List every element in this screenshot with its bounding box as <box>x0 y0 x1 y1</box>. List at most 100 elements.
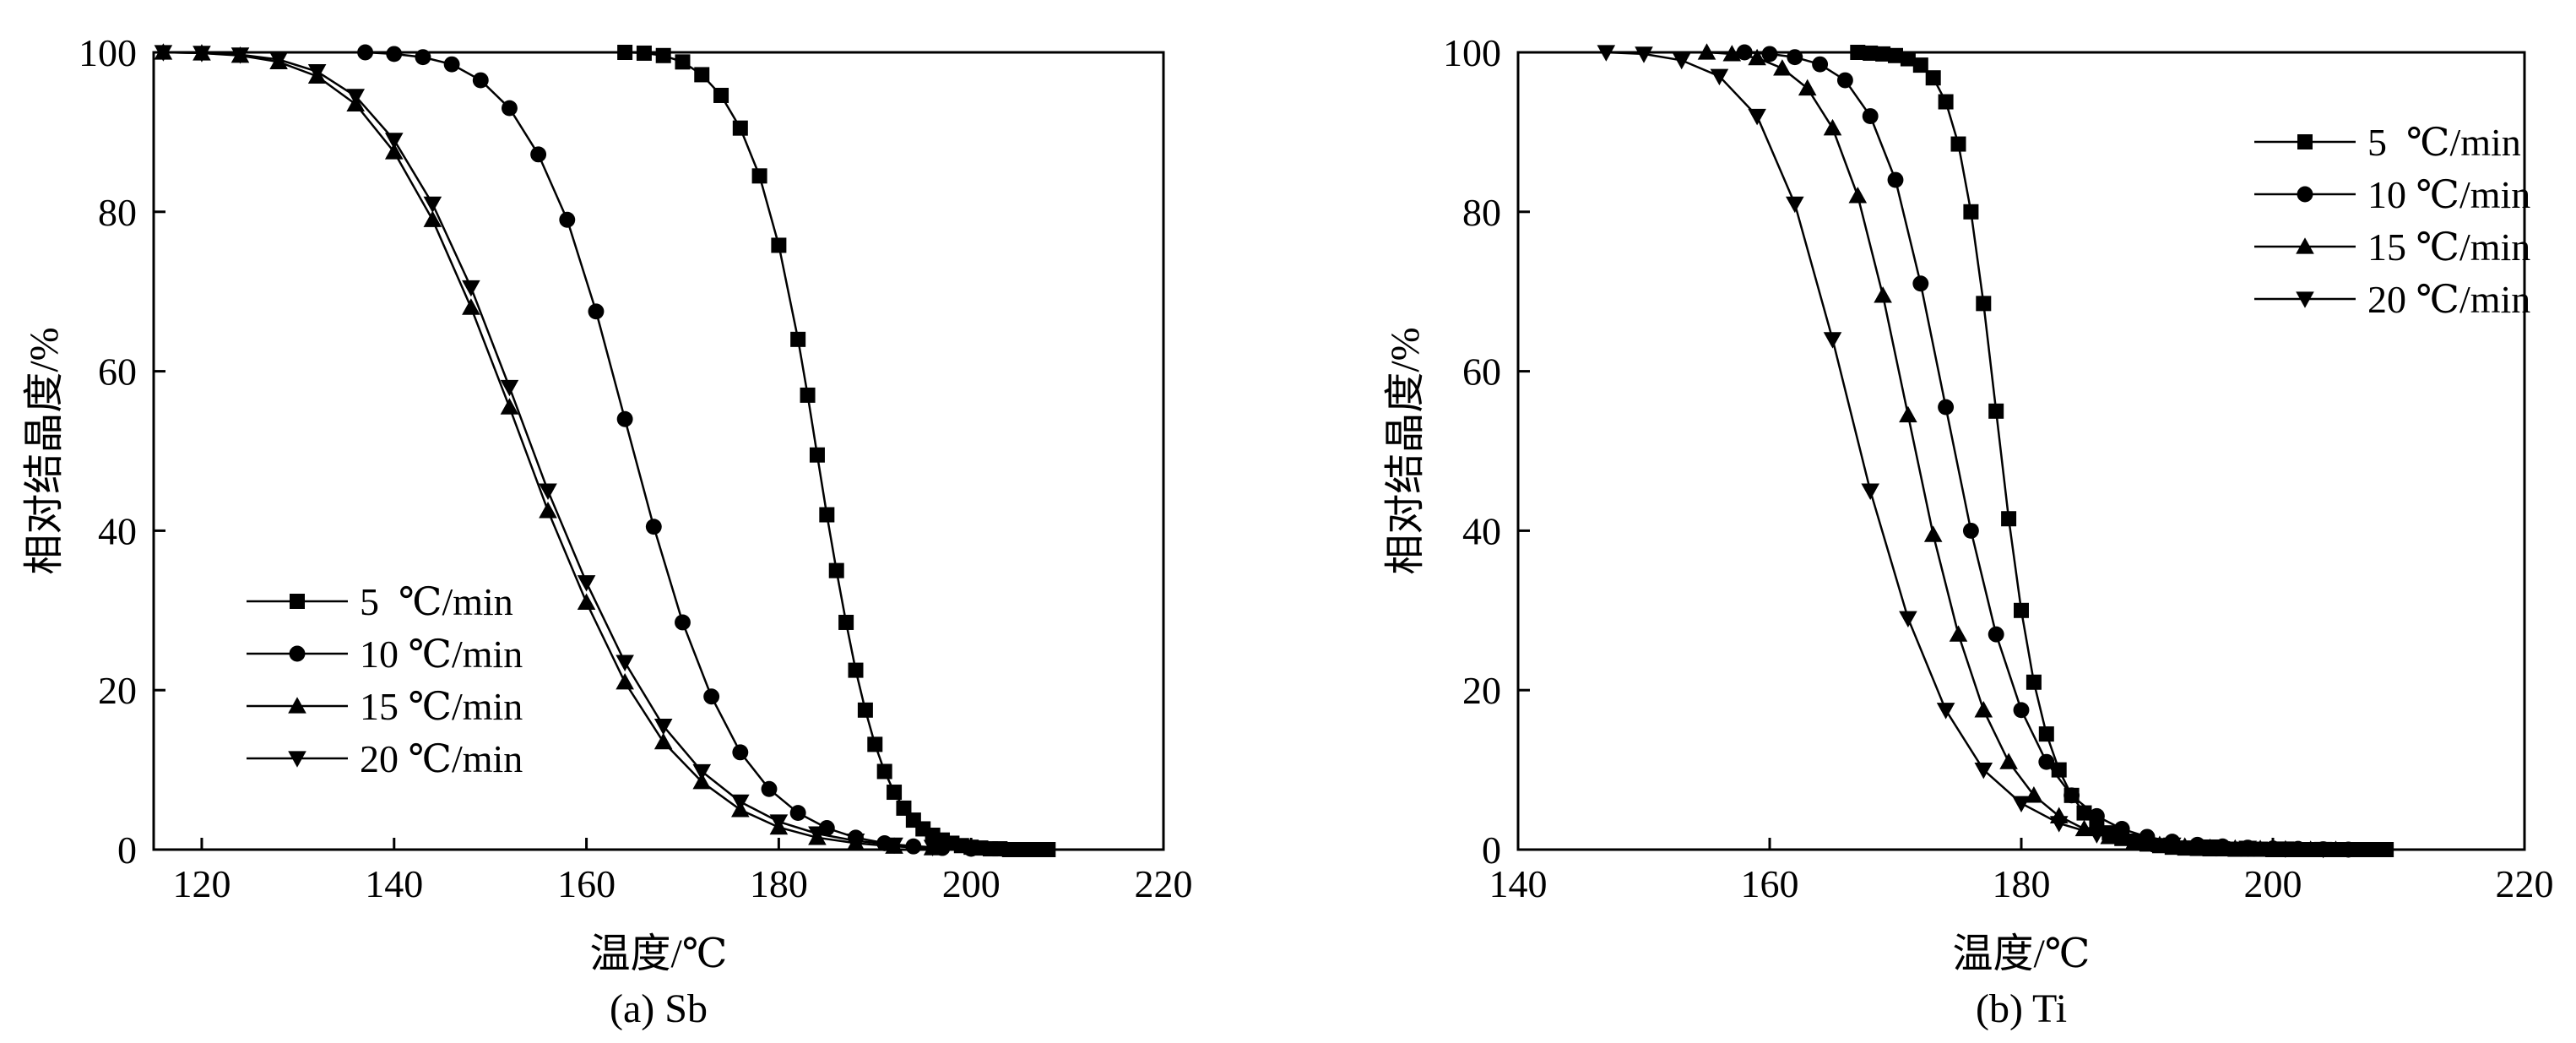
legend-marker <box>2297 134 2313 149</box>
y-tick-label: 100 <box>79 31 137 74</box>
data-point <box>732 120 748 136</box>
data-point <box>2353 842 2369 857</box>
x-tick-label: 220 <box>2496 862 2554 905</box>
data-point <box>857 702 873 718</box>
x-tick-label: 200 <box>2244 862 2302 905</box>
y-tick-label: 80 <box>98 191 137 234</box>
chart-panel-sb: 120 140 160 180 200 220 0 20 40 60 80 100 5 ℃/min 1… <box>22 31 1193 1031</box>
data-point <box>887 785 903 801</box>
panel-caption: (a) Sb <box>610 986 708 1031</box>
x-tick-label: 180 <box>1993 862 2051 905</box>
data-point <box>655 47 671 63</box>
data-point <box>1787 49 1803 66</box>
data-point <box>616 410 633 427</box>
data-point <box>423 196 442 214</box>
legend-label: 10 ℃/min <box>360 633 523 676</box>
data-point <box>2014 602 2029 618</box>
data-point <box>1823 332 1842 349</box>
data-point <box>1988 626 2004 643</box>
data-point <box>539 483 557 500</box>
data-point <box>1786 196 1804 214</box>
data-point <box>1812 56 1829 73</box>
data-point <box>1848 187 1868 204</box>
data-point <box>1899 611 1917 628</box>
data-point <box>2038 753 2055 770</box>
y-axis: 0 20 40 60 80 100 <box>79 31 165 872</box>
data-point <box>636 45 652 61</box>
data-point <box>1899 405 1917 423</box>
data-point <box>154 45 173 62</box>
data-point <box>2125 833 2144 850</box>
y-tick-label: 60 <box>98 350 137 394</box>
data-point <box>1912 57 1928 73</box>
data-point <box>1823 118 1842 136</box>
data-point <box>2326 840 2346 857</box>
data-point <box>761 780 778 797</box>
data-point <box>694 67 710 83</box>
data-point <box>423 210 442 227</box>
legend-label: 20 ℃/min <box>2367 278 2530 321</box>
data-point <box>1040 842 1056 857</box>
legend: 5 ℃/min 10 ℃/min 15 ℃/min 20 ℃/min <box>2254 121 2530 321</box>
data-point <box>386 46 403 62</box>
data-point <box>1963 204 1979 220</box>
data-point <box>1798 79 1817 96</box>
x-axis-label: 温度/℃ <box>589 932 727 976</box>
y-tick-label: 0 <box>1482 828 1501 872</box>
x-tick-label: 220 <box>1135 862 1193 905</box>
data-point <box>577 593 596 610</box>
data-point <box>1722 45 1742 62</box>
legend: 5 ℃/min 10 ℃/min 15 ℃/min 20 ℃/min <box>247 580 523 780</box>
panel-caption: (b) Ti <box>1976 986 2067 1031</box>
data-point <box>1863 45 1879 61</box>
data-point <box>539 502 557 519</box>
legend-marker <box>290 594 305 609</box>
legend-marker <box>288 697 306 714</box>
data-point <box>692 763 712 781</box>
data-point <box>2049 816 2069 833</box>
data-point <box>2340 841 2356 858</box>
data-point <box>808 826 827 843</box>
data-point <box>751 168 767 184</box>
data-point <box>1936 703 1955 720</box>
data-point <box>2026 674 2042 690</box>
data-point <box>2189 836 2206 853</box>
data-point <box>472 72 489 89</box>
x-tick-label: 180 <box>750 862 808 905</box>
data-point <box>588 303 605 320</box>
data-point <box>703 688 720 705</box>
data-point <box>790 331 806 347</box>
data-point <box>616 672 634 690</box>
series-group <box>154 43 1056 857</box>
legend-label: 5 ℃/min <box>2367 121 2521 164</box>
data-point <box>443 56 460 73</box>
data-point <box>1887 171 1904 188</box>
chart-panel-ti: 140 160 180 200 220 0 20 40 60 80 100 5 ℃/min 10 ℃… <box>1383 31 2554 1031</box>
data-point <box>307 64 327 81</box>
data-point <box>1861 483 1879 500</box>
data-point <box>2113 821 2130 837</box>
data-point <box>2064 787 2080 804</box>
legend-label: 5 ℃/min <box>360 580 513 623</box>
data-point <box>645 519 662 535</box>
data-point <box>230 47 250 64</box>
data-point <box>653 732 673 750</box>
legend-label: 15 ℃/min <box>360 685 523 728</box>
y-tick-label: 20 <box>1462 669 1501 712</box>
data-point <box>2038 726 2054 742</box>
data-point <box>1761 46 1778 62</box>
data-point <box>530 146 547 163</box>
x-axis: 140 160 180 200 220 <box>1489 838 2554 905</box>
data-point <box>876 763 892 780</box>
x-tick-label: 160 <box>557 862 616 905</box>
data-point <box>713 87 729 103</box>
data-point <box>2313 841 2333 859</box>
y-tick-label: 40 <box>1462 509 1501 552</box>
series-line <box>365 51 972 850</box>
series-group <box>1597 43 2394 859</box>
data-point <box>2012 796 2031 813</box>
data-point <box>848 662 864 678</box>
data-point <box>2087 827 2107 844</box>
data-point <box>384 143 404 160</box>
